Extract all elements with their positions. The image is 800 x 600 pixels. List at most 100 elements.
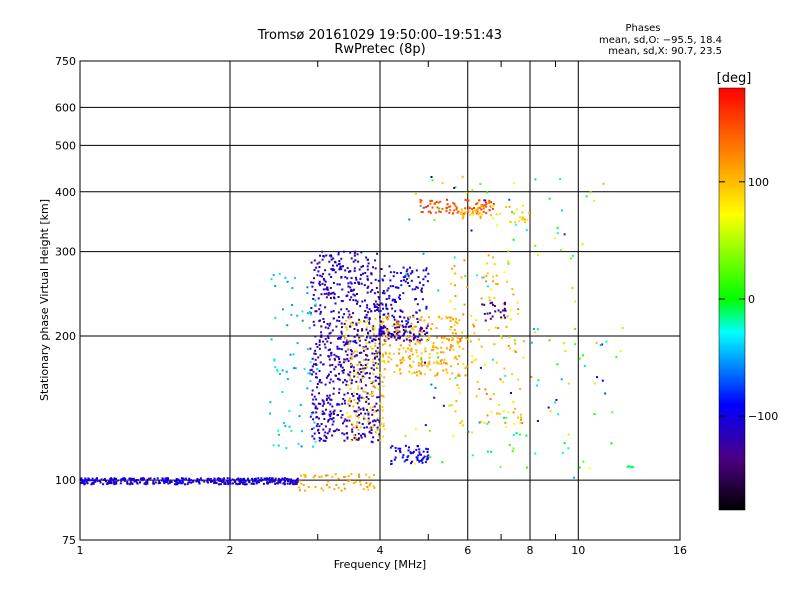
data-point bbox=[486, 191, 489, 194]
data-point bbox=[350, 316, 353, 319]
data-point bbox=[322, 288, 325, 291]
data-point bbox=[483, 422, 486, 424]
data-point bbox=[375, 402, 378, 405]
data-point bbox=[367, 410, 370, 413]
data-point bbox=[452, 202, 455, 205]
data-point bbox=[415, 448, 418, 451]
data-point bbox=[365, 313, 368, 316]
data-point bbox=[254, 480, 256, 483]
data-point bbox=[370, 440, 373, 443]
data-point bbox=[524, 221, 526, 224]
data-point bbox=[464, 207, 467, 210]
data-point bbox=[399, 368, 402, 371]
data-point bbox=[372, 333, 375, 336]
data-point bbox=[362, 397, 365, 400]
data-point bbox=[296, 477, 299, 480]
data-point bbox=[341, 369, 344, 372]
data-point bbox=[485, 212, 488, 215]
data-point bbox=[144, 483, 147, 486]
data-point bbox=[318, 340, 321, 343]
data-point bbox=[348, 479, 351, 481]
data-point bbox=[333, 293, 336, 296]
data-point bbox=[432, 348, 435, 351]
data-point bbox=[308, 326, 311, 329]
data-point bbox=[418, 341, 421, 344]
data-point bbox=[461, 424, 464, 427]
data-point bbox=[110, 482, 113, 485]
data-point bbox=[404, 328, 407, 331]
data-point bbox=[433, 361, 435, 364]
data-point bbox=[115, 481, 118, 483]
data-point bbox=[358, 394, 361, 397]
data-point bbox=[356, 293, 358, 295]
data-point bbox=[421, 327, 424, 330]
data-point bbox=[379, 371, 382, 374]
data-point bbox=[96, 477, 98, 480]
data-point bbox=[485, 205, 488, 208]
data-point bbox=[423, 373, 426, 376]
data-point bbox=[329, 322, 332, 325]
data-point bbox=[449, 378, 451, 381]
data-point bbox=[323, 434, 326, 437]
data-point bbox=[297, 480, 299, 483]
data-point bbox=[314, 310, 317, 313]
data-point bbox=[448, 205, 451, 208]
data-point bbox=[358, 344, 361, 347]
data-point bbox=[145, 481, 148, 483]
data-point bbox=[358, 362, 360, 365]
data-point bbox=[548, 197, 551, 200]
data-point bbox=[504, 301, 506, 304]
data-point bbox=[352, 405, 355, 408]
data-point bbox=[342, 250, 345, 253]
data-point bbox=[337, 356, 340, 358]
data-point bbox=[322, 428, 325, 431]
data-point bbox=[371, 339, 374, 342]
data-point bbox=[370, 367, 373, 370]
data-point bbox=[362, 377, 364, 380]
data-point bbox=[452, 318, 454, 321]
data-point bbox=[373, 424, 376, 427]
data-point bbox=[347, 339, 350, 342]
data-point bbox=[241, 479, 244, 482]
data-point bbox=[238, 482, 240, 485]
data-point bbox=[426, 280, 429, 283]
data-point bbox=[338, 358, 341, 360]
data-point bbox=[424, 333, 426, 336]
data-point bbox=[329, 414, 332, 417]
data-point bbox=[217, 479, 220, 482]
data-point bbox=[384, 342, 386, 345]
data-point bbox=[506, 315, 509, 318]
data-point bbox=[353, 438, 356, 441]
data-point bbox=[367, 311, 370, 314]
data-point bbox=[492, 256, 495, 259]
data-point bbox=[347, 475, 350, 478]
data-point bbox=[270, 338, 273, 341]
data-point bbox=[274, 316, 277, 319]
data-point bbox=[318, 280, 321, 283]
data-point bbox=[170, 480, 173, 483]
data-point bbox=[532, 328, 535, 330]
data-point bbox=[346, 436, 349, 439]
data-point bbox=[486, 414, 489, 417]
data-point bbox=[407, 321, 410, 324]
data-point bbox=[239, 477, 242, 480]
data-point bbox=[406, 273, 409, 276]
data-point bbox=[393, 371, 396, 373]
data-point bbox=[90, 483, 93, 486]
data-point bbox=[176, 483, 179, 486]
data-point bbox=[360, 351, 363, 354]
data-point bbox=[357, 329, 359, 332]
data-point bbox=[296, 342, 299, 345]
data-point bbox=[332, 387, 335, 390]
data-point bbox=[430, 327, 433, 330]
data-point bbox=[310, 307, 313, 309]
data-point bbox=[163, 480, 165, 483]
data-point bbox=[383, 368, 386, 371]
data-point bbox=[354, 294, 356, 297]
data-point bbox=[428, 429, 431, 432]
data-point bbox=[420, 211, 423, 213]
data-point bbox=[341, 402, 344, 405]
data-point bbox=[383, 360, 386, 363]
